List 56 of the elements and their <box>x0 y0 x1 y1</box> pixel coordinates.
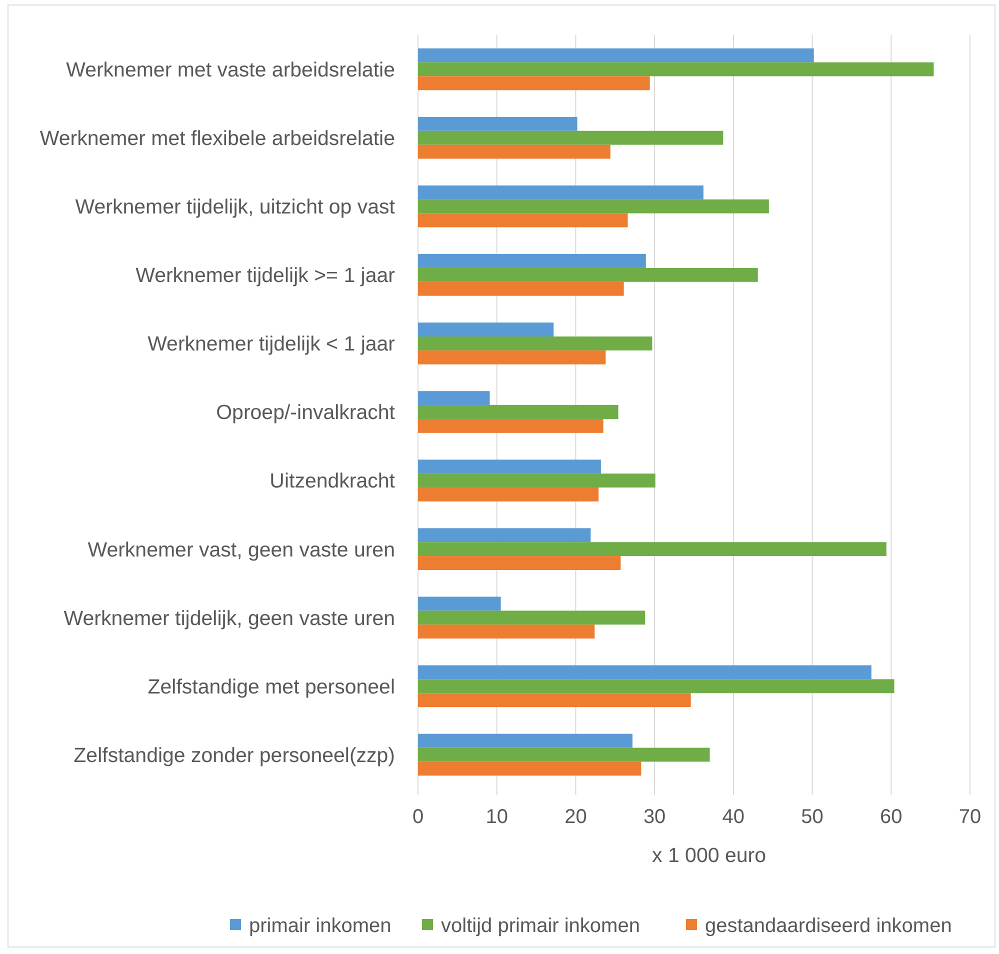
bar <box>418 62 934 76</box>
bar <box>418 144 610 159</box>
x-tick-label: 60 <box>880 806 902 828</box>
bar <box>418 762 642 776</box>
bar <box>418 199 769 214</box>
bar <box>418 693 691 708</box>
x-tick-label: 50 <box>801 806 824 828</box>
bar <box>418 405 618 419</box>
bar <box>418 336 652 350</box>
bar <box>418 282 624 296</box>
bar <box>418 460 601 474</box>
y-tick-label: Zelfstandige zonder personeel(zzp) <box>74 744 395 767</box>
bar <box>418 665 872 680</box>
bar <box>418 624 595 639</box>
bar <box>418 322 554 336</box>
bar <box>418 556 621 570</box>
y-tick-label: Oproep/-invalkracht <box>216 401 396 424</box>
bar <box>418 76 650 90</box>
y-tick-label: Werknemer met vaste arbeidsrelatie <box>66 58 395 82</box>
y-tick-label: Werknemer met flexibele arbeidsrelatie <box>40 126 395 150</box>
bar <box>418 734 632 748</box>
y-tick-label: Werknemer tijdelijk < 1 jaar <box>148 332 396 356</box>
bar <box>418 474 656 488</box>
bar <box>418 391 490 406</box>
y-tick-label: Werknemer vast, geen vaste uren <box>88 538 395 562</box>
bar <box>418 542 886 556</box>
y-tick-label: Werknemer tijdelijk, geen vaste uren <box>64 606 395 630</box>
bar <box>418 596 501 611</box>
bar <box>418 528 591 542</box>
bar <box>418 350 606 364</box>
bar <box>418 213 628 228</box>
x-tick-label: 10 <box>486 806 508 828</box>
x-tick-label: 30 <box>643 806 666 828</box>
bar <box>418 488 599 502</box>
bar <box>418 185 704 200</box>
bar <box>418 116 578 131</box>
bar <box>418 254 646 268</box>
x-tick-label: 40 <box>722 806 745 828</box>
y-tick-label: Werknemer tijdelijk >= 1 jaar <box>136 264 396 288</box>
y-tick-label: Zelfstandige met personeel <box>148 675 395 698</box>
bar <box>418 748 710 762</box>
bar <box>418 610 646 625</box>
y-tick-label: Uitzendkracht <box>270 470 396 493</box>
x-tick-label: 0 <box>412 806 424 828</box>
bar <box>418 48 814 62</box>
x-tick-label: 20 <box>564 806 587 828</box>
x-tick-label: 70 <box>958 806 982 828</box>
bar <box>418 679 894 694</box>
bar <box>418 130 724 145</box>
bar <box>418 418 604 433</box>
legend-label: gestandaardiseerd inkomen <box>705 915 952 937</box>
bar <box>418 268 758 282</box>
y-tick-label: Werknemer tijdelijk, uitzicht op vast <box>75 196 396 219</box>
x-axis-title: x 1 000 euro <box>652 844 766 867</box>
legend-label: primair inkomen <box>249 915 392 937</box>
legend-label: voltijd primair inkomen <box>441 915 640 937</box>
